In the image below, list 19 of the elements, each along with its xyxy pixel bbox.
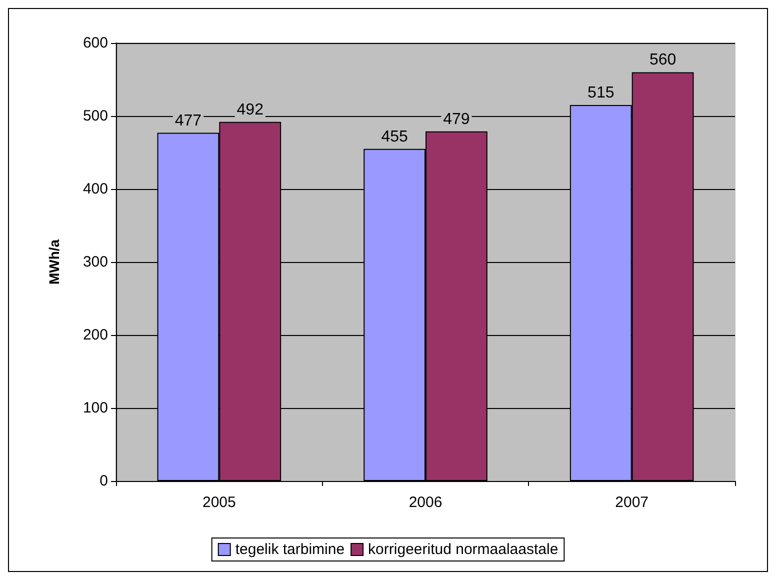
y-tick-label: 100	[82, 400, 108, 416]
y-tick-label: 0	[100, 472, 108, 490]
x-tick-label: 2006	[408, 494, 442, 511]
x-tick-label: 2005	[202, 494, 236, 511]
y-tick-label: 600	[82, 34, 108, 52]
y-tick-label: 400	[82, 180, 108, 198]
data-label: 492	[236, 101, 264, 118]
legend-label: korrigeeritud normaalaastale	[368, 541, 558, 558]
y-tick-label: 300	[82, 254, 108, 270]
data-label: 477	[174, 112, 202, 130]
data-label: 479	[443, 110, 470, 128]
legend-label: tegelik tarbimine	[235, 541, 345, 558]
data-label: 515	[588, 84, 614, 102]
y-tick-label: 500	[82, 108, 108, 124]
y-axis-title: MWh/a	[46, 239, 62, 285]
data-label: 560	[649, 52, 676, 69]
x-tick-label: 2007	[615, 494, 649, 511]
data-label: 455	[381, 128, 408, 146]
y-tick-label: 200	[82, 326, 108, 344]
